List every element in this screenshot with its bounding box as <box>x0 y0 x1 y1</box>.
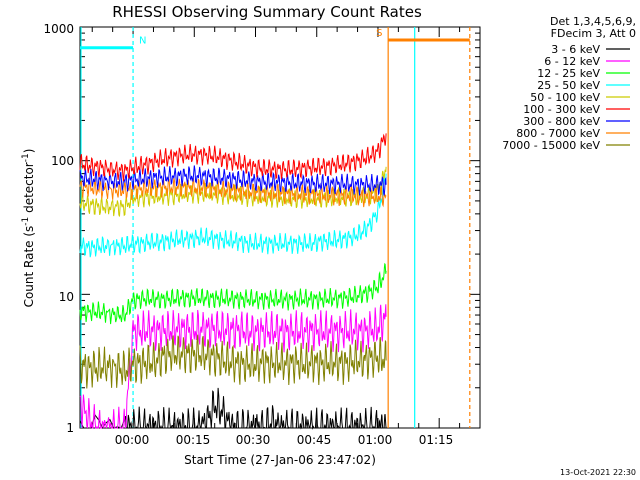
data-series <box>79 133 387 430</box>
x-axis: 00:00 00:15 00:30 00:45 01:00 01:15 <box>115 433 454 447</box>
legend-label-2: 12 - 25 keV <box>537 67 600 80</box>
legend-label-3: 25 - 50 keV <box>537 79 600 92</box>
y-tick-label-1000: 1000 <box>43 22 74 36</box>
legend-label-4: 50 - 100 keV <box>530 91 600 104</box>
x-tick-label-0000: 00:00 <box>115 433 150 447</box>
legend-label-7: 800 - 7000 keV <box>516 127 600 140</box>
x-tick-label-0030: 00:30 <box>236 433 271 447</box>
series-line-12-25keV <box>79 262 387 325</box>
chart-title: RHESSI Observing Summary Count Rates <box>112 3 422 21</box>
legend-label-5: 100 - 300 keV <box>523 103 600 116</box>
series-line-50-100keV <box>79 166 387 217</box>
series-line-300-800keV <box>79 165 387 196</box>
y-axis-label: Count Rate (s-1 detector-1) <box>21 149 36 308</box>
series-line-3-6keV <box>79 387 387 430</box>
y-tick-label-100: 100 <box>51 154 74 168</box>
footer-timestamp: 13-Oct-2021 22:30 <box>560 468 636 477</box>
x-tick-label-0015: 00:15 <box>176 433 211 447</box>
vertical-markers <box>80 27 471 428</box>
attenuator-annotations: NS <box>80 28 470 50</box>
legend-label-8: 7000 - 15000 keV <box>502 139 600 152</box>
series-line-6-12keV <box>79 304 387 429</box>
legend-header-line-2: FDecim 3, Att 0 <box>551 27 636 40</box>
x-tick-label-0045: 00:45 <box>297 433 332 447</box>
x-axis-label: Start Time (27-Jan-06 23:47:02) <box>184 453 376 467</box>
y-axis: 1000 100 10 1 <box>43 22 74 435</box>
series-line-25-50keV <box>79 173 387 258</box>
x-tick-label-0115: 01:15 <box>419 433 454 447</box>
legend: Det 1,3,4,5,6,9, FDecim 3, Att 0 3 - 6 k… <box>502 15 636 152</box>
series-line-800-7000keV <box>79 176 387 208</box>
legend-header-line-1: Det 1,3,4,5,6,9, <box>550 15 636 28</box>
legend-label-6: 300 - 800 keV <box>523 115 600 128</box>
x-tick-label-0100: 01:00 <box>358 433 393 447</box>
series-line-7000-15000keV <box>79 334 387 389</box>
legend-label-1: 6 - 12 keV <box>544 55 600 68</box>
legend-label-0: 3 - 6 keV <box>551 43 600 56</box>
y-tick-label-10: 10 <box>59 290 74 304</box>
annotation-label-N: N <box>139 36 146 47</box>
annotation-label-S: S <box>376 28 382 39</box>
y-tick-label-1: 1 <box>66 421 74 435</box>
series-line-100-300keV <box>79 133 387 182</box>
